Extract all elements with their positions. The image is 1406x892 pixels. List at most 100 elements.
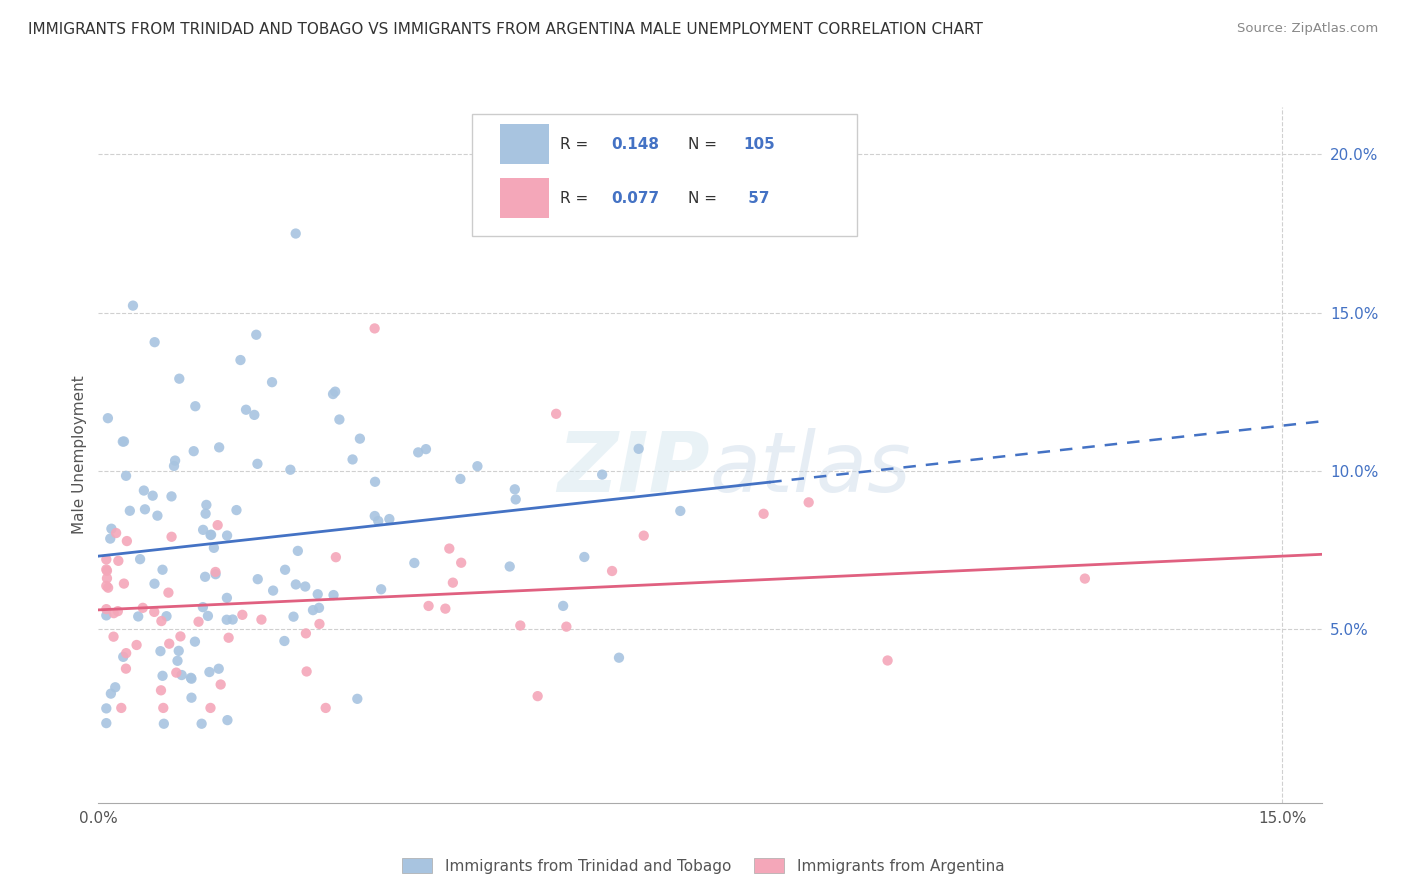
Point bbox=[143, 605, 166, 619]
Point bbox=[118, 504, 141, 518]
Point bbox=[467, 459, 489, 474]
Point bbox=[100, 522, 122, 536]
Point bbox=[574, 549, 596, 564]
Point bbox=[553, 599, 575, 613]
Point bbox=[115, 534, 138, 549]
Point bbox=[150, 683, 173, 698]
Text: ZIP: ZIP bbox=[557, 428, 710, 509]
Point bbox=[96, 701, 118, 715]
Point bbox=[295, 626, 318, 640]
Point bbox=[197, 608, 219, 623]
Point bbox=[404, 556, 426, 570]
Point bbox=[200, 701, 222, 715]
Point bbox=[418, 599, 440, 613]
Point bbox=[115, 646, 138, 660]
Point bbox=[555, 620, 578, 634]
Point bbox=[180, 690, 202, 705]
Point bbox=[184, 634, 207, 648]
Point bbox=[105, 526, 128, 541]
Text: R =: R = bbox=[560, 191, 593, 206]
Point bbox=[170, 668, 193, 682]
Point bbox=[274, 563, 297, 577]
Point bbox=[218, 631, 240, 645]
Point bbox=[157, 637, 180, 651]
Point bbox=[132, 600, 155, 615]
Point bbox=[180, 671, 202, 685]
Point bbox=[166, 654, 188, 668]
Point bbox=[112, 649, 135, 664]
Point bbox=[184, 399, 207, 413]
Point bbox=[307, 587, 329, 601]
Text: R =: R = bbox=[560, 136, 593, 152]
Point bbox=[231, 607, 253, 622]
Point bbox=[183, 444, 205, 458]
Text: atlas: atlas bbox=[710, 428, 911, 509]
Point bbox=[152, 669, 174, 683]
Point bbox=[165, 453, 187, 467]
Point bbox=[217, 713, 239, 727]
FancyBboxPatch shape bbox=[499, 124, 548, 164]
Point bbox=[107, 554, 129, 568]
Point bbox=[797, 495, 820, 509]
Point bbox=[315, 701, 337, 715]
Point bbox=[221, 613, 243, 627]
Point bbox=[167, 644, 190, 658]
Point bbox=[1074, 572, 1097, 586]
Point bbox=[160, 489, 183, 503]
Point bbox=[96, 562, 118, 576]
Point bbox=[215, 591, 238, 605]
Point bbox=[152, 563, 174, 577]
Point bbox=[194, 570, 217, 584]
Point bbox=[325, 550, 347, 565]
Point bbox=[283, 609, 305, 624]
Point bbox=[363, 321, 385, 335]
Point bbox=[591, 467, 613, 482]
Point bbox=[112, 434, 135, 449]
Text: 0.148: 0.148 bbox=[612, 136, 659, 152]
Point bbox=[208, 662, 231, 676]
Point bbox=[546, 407, 568, 421]
Point bbox=[143, 335, 166, 350]
Point bbox=[96, 564, 118, 578]
Point bbox=[200, 528, 222, 542]
Point bbox=[96, 608, 118, 623]
Point bbox=[246, 572, 269, 586]
Point bbox=[98, 532, 121, 546]
Point bbox=[143, 576, 166, 591]
Point bbox=[449, 472, 471, 486]
Point bbox=[96, 571, 118, 585]
Point bbox=[346, 691, 368, 706]
Text: N =: N = bbox=[688, 136, 721, 152]
Point bbox=[160, 530, 183, 544]
Point bbox=[115, 468, 138, 483]
Point bbox=[169, 629, 191, 643]
Point bbox=[273, 634, 295, 648]
Point bbox=[204, 565, 226, 579]
Point bbox=[217, 528, 239, 542]
Point bbox=[322, 387, 344, 401]
Point bbox=[96, 716, 118, 731]
Point bbox=[441, 575, 464, 590]
Point bbox=[250, 613, 273, 627]
Point bbox=[163, 458, 186, 473]
Text: 105: 105 bbox=[742, 136, 775, 152]
Point bbox=[235, 402, 257, 417]
Point bbox=[187, 615, 209, 629]
Point bbox=[342, 452, 364, 467]
Point bbox=[153, 716, 176, 731]
Point bbox=[295, 665, 318, 679]
Point bbox=[100, 687, 122, 701]
Point bbox=[165, 665, 187, 680]
Point bbox=[194, 507, 217, 521]
Point bbox=[122, 299, 145, 313]
Point bbox=[207, 518, 229, 533]
Point bbox=[111, 434, 134, 449]
Point bbox=[280, 463, 302, 477]
Point bbox=[191, 523, 214, 537]
Point bbox=[246, 457, 269, 471]
Point bbox=[200, 527, 222, 541]
Point bbox=[243, 408, 266, 422]
Point bbox=[370, 582, 392, 597]
Point bbox=[215, 613, 238, 627]
Point bbox=[367, 514, 389, 528]
